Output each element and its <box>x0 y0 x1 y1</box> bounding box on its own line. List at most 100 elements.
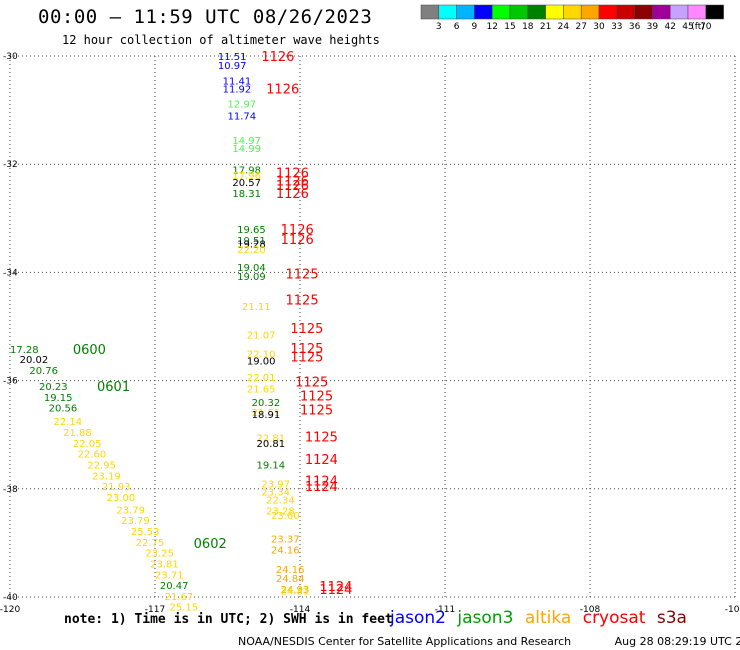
scale-label-15: 70 <box>700 22 712 32</box>
time-label: 0600 <box>73 343 106 358</box>
scale-swatch-10 <box>598 4 618 20</box>
time-label: 1125 <box>286 267 319 282</box>
scale-swatch-8 <box>563 4 582 20</box>
scale-label-9: 30 <box>593 22 605 32</box>
swh-point: 25.15 <box>170 603 199 614</box>
x-tick-label: -108 <box>580 605 601 615</box>
scale-unit: (ft) <box>691 22 705 32</box>
swh-point: 18.91 <box>252 410 281 421</box>
swh-point: 12.97 <box>228 100 257 111</box>
time-label: 1126 <box>276 166 309 181</box>
swh-point: 11.51 <box>218 52 247 63</box>
swh-point: 20.57 <box>232 178 261 189</box>
scale-label-7: 24 <box>558 22 570 32</box>
time-label: 1124 <box>305 475 338 490</box>
swh-point: 11.92 <box>223 84 252 95</box>
time-label: 1124 <box>305 480 338 495</box>
swh-point: 14.99 <box>232 144 261 155</box>
swh-point: 23.00 <box>107 493 136 504</box>
scale-swatch-7 <box>545 4 564 20</box>
swh-point: 21.93 <box>102 482 131 493</box>
swh-point: 20.32 <box>252 398 281 409</box>
swh-point: 22.60 <box>78 450 107 461</box>
swh-point: 19.09 <box>237 272 266 283</box>
swh-point: 23.19 <box>92 471 121 482</box>
time-label: 1125 <box>295 376 328 391</box>
page-title: 00:00 — 11:59 UTC 08/26/2023 <box>38 6 373 28</box>
swh-point: 22.75 <box>136 538 165 549</box>
swh-point: 21.65 <box>247 385 276 396</box>
time-label: 1126 <box>276 174 309 189</box>
time-label: 1126 <box>266 82 299 97</box>
time-label: 1125 <box>290 322 323 337</box>
swh-point: 23.25 <box>145 549 174 560</box>
swh-point: 18.31 <box>232 189 261 200</box>
swh-point: 22.81 <box>257 433 286 444</box>
swh-point: 22.01 <box>247 373 276 384</box>
scale-label-1: 6 <box>454 22 460 32</box>
scale-label-0: 3 <box>436 22 442 32</box>
time-label: 1125 <box>300 403 333 418</box>
scale-swatch-14 <box>669 4 689 20</box>
swh-point: 17.96 <box>232 171 261 182</box>
scale-swatch-2 <box>456 4 475 20</box>
swh-point: 23.37 <box>271 535 300 546</box>
time-label: 0602 <box>194 537 227 552</box>
scale-swatch-12 <box>634 4 653 20</box>
time-label: 1125 <box>286 293 319 308</box>
swh-point: 20.81 <box>257 439 286 450</box>
scale-label-6: 21 <box>540 22 551 32</box>
credit-text: NOAA/NESDIS Center for Satellite Applica… <box>238 635 572 648</box>
swh-point: 19.00 <box>247 357 276 368</box>
swh-point: 21.07 <box>247 331 276 342</box>
swh-point: 24.16 <box>271 545 300 556</box>
scale-label-14: 45 <box>682 22 693 32</box>
swh-point: 22.14 <box>54 417 83 428</box>
x-tick-label: -117 <box>145 605 165 615</box>
swh-point: 20.56 <box>49 404 78 415</box>
swh-point: 21.67 <box>165 592 194 603</box>
page-subtitle: 12 hour collection of altimeter wave hei… <box>62 33 380 47</box>
scale-label-3: 12 <box>486 22 497 32</box>
swh-point: 24.84 <box>276 574 305 585</box>
footer-note: note: 1) Time is in UTC; 2) SWH is in fe… <box>64 612 393 627</box>
swh-point: 23.34 <box>261 488 290 499</box>
swh-point: 11.41 <box>223 76 252 87</box>
scale-swatch-5 <box>509 4 529 20</box>
mission-s3a: s3a <box>656 608 687 628</box>
swh-point: 19.28 <box>237 240 266 251</box>
swh-point: 22.34 <box>266 496 295 507</box>
swh-point: 21.11 <box>242 302 271 313</box>
swh-point: 24.93 <box>281 585 310 596</box>
scale-swatch-9 <box>580 4 600 20</box>
mission-cryosat: cryosat <box>582 608 646 628</box>
credit-line: NOAA/NESDIS Center for Satellite Applica… <box>238 635 740 648</box>
scale-label-4: 15 <box>504 22 515 32</box>
swh-point: 19.04 <box>237 263 266 274</box>
scale-label-12: 39 <box>647 22 659 32</box>
x-tick-label: -111 <box>435 605 455 615</box>
swh-point: 19.51 <box>237 236 266 247</box>
scale-label-10: 33 <box>611 22 622 32</box>
swh-point: 24.81 <box>281 587 310 598</box>
time-label: 1124 <box>305 453 338 468</box>
time-label: 1126 <box>276 187 309 202</box>
time-labels: 1126112611261126112611261126112611251125… <box>73 50 353 598</box>
swh-point: 11.74 <box>228 112 257 123</box>
time-label: 0601 <box>97 380 130 395</box>
time-label: 1126 <box>261 50 294 65</box>
x-tick-label: -120 <box>0 605 20 615</box>
scale-label-11: 36 <box>629 22 641 32</box>
swh-point: 19.15 <box>44 393 73 404</box>
time-label: 1126 <box>276 179 309 194</box>
y-tick-label: -30 <box>3 52 18 62</box>
swh-point: 22.05 <box>73 439 102 450</box>
swh-point: 10.97 <box>218 61 247 72</box>
time-label: 1124 <box>319 583 352 598</box>
generated-timestamp: Aug 28 08:29:19 UTC 2023 <box>614 635 740 648</box>
scale-swatch-16 <box>705 4 724 20</box>
time-label: 1124 <box>319 580 352 595</box>
gridlines <box>9 55 736 598</box>
swh-point: 20.23 <box>39 382 68 393</box>
